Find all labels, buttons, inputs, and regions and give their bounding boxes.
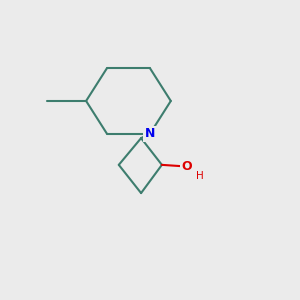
Text: O: O: [181, 160, 192, 173]
Text: H: H: [196, 171, 204, 181]
Text: N: N: [145, 127, 155, 140]
